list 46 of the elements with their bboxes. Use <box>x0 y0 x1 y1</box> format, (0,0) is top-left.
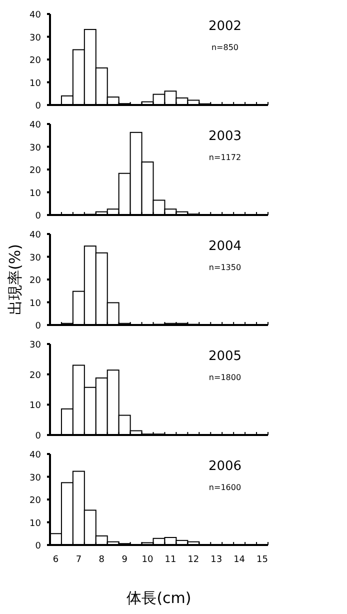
y-tick-label: 40 <box>30 230 42 240</box>
y-tick-label: 0 <box>35 542 42 552</box>
y-tick-label: 20 <box>30 166 42 176</box>
y-tick-label: 10 <box>30 298 42 309</box>
y-tick-label: 30 <box>30 33 42 44</box>
x-tick-label: 11 <box>164 555 176 565</box>
annotation: 2003 <box>208 129 242 144</box>
annotation: 2005 <box>208 349 242 364</box>
annotation: n=850 <box>211 43 239 52</box>
y-tick-label: 0 <box>35 212 42 222</box>
y-tick-label: 30 <box>30 473 42 484</box>
y-tick-label: 0 <box>35 432 42 442</box>
y-tick-label: 40 <box>30 120 42 130</box>
y-tick-label: 20 <box>30 56 42 66</box>
y-tick-label: 20 <box>30 496 42 506</box>
y-tick-label: 30 <box>30 143 42 154</box>
y-tick-label: 10 <box>30 78 42 89</box>
y-tick-label: 40 <box>30 10 42 20</box>
x-tick-label: 15 <box>256 555 268 565</box>
y-tick-label: 40 <box>30 450 42 460</box>
annotation: n=1172 <box>208 153 242 162</box>
x-tick-label: 9 <box>122 555 128 565</box>
annotation: n=1800 <box>208 373 242 382</box>
x-tick-label: 13 <box>210 555 222 565</box>
annotation: 2002 <box>208 19 242 34</box>
x-tick-label: 10 <box>142 555 154 565</box>
y-tick-label: 0 <box>35 322 42 332</box>
x-tick-label: 7 <box>76 555 82 565</box>
y-tick-label: 0 <box>35 102 42 112</box>
y-tick-label: 30 <box>30 340 42 350</box>
y-tick-label: 30 <box>30 253 42 264</box>
x-tick-label: 14 <box>234 555 246 565</box>
annotation: 2004 <box>208 239 242 254</box>
y-tick-label: 10 <box>30 518 42 529</box>
x-tick-label: 6 <box>52 555 59 565</box>
y-axis-title: 出現率(%) <box>6 244 24 315</box>
x-axis-title: 体長(cm) <box>126 589 192 607</box>
y-tick-label: 20 <box>30 370 42 381</box>
y-tick-label: 10 <box>30 188 42 199</box>
y-tick-label: 20 <box>30 276 42 286</box>
annotation: n=1600 <box>208 483 242 492</box>
annotation: 2006 <box>208 459 242 474</box>
y-tick-label: 10 <box>30 401 42 412</box>
x-tick-label: 12 <box>188 555 200 565</box>
x-tick-label: 8 <box>98 555 105 565</box>
annotation: n=1350 <box>208 263 242 272</box>
